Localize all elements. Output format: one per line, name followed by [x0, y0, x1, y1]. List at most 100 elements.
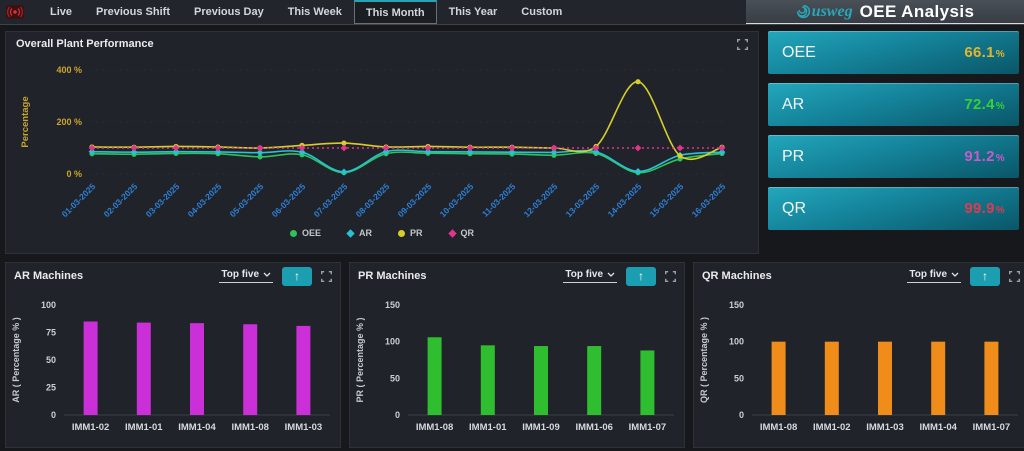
qr-machines-bar-chart: 0 50 100 150 QR ( Percentage % ) IMM1-08 IMM1-… — [699, 300, 1018, 433]
svg-text:100: 100 — [385, 337, 400, 347]
time-range-tabs: Live Previous Shift Previous Day This We… — [38, 0, 574, 24]
svg-text:06-03-2025: 06-03-2025 — [270, 181, 308, 219]
kpi-value: 66.1% — [964, 44, 1005, 61]
top-five-select[interactable]: Top five — [219, 269, 273, 283]
chart-legend: OEE AR PR QR — [6, 228, 758, 238]
qr-machines-panel: QR Machines Top five ↑ 0 50 100 150 QR ( Per… — [693, 262, 1024, 448]
expand-icon[interactable] — [737, 38, 748, 50]
svg-text:PR ( Percentage % ): PR ( Percentage % ) — [355, 317, 365, 402]
svg-text:02-03-2025: 02-03-2025 — [102, 181, 140, 219]
svg-text:IMM1-01: IMM1-01 — [469, 422, 507, 433]
ar-machines-panel: AR Machines Top five ↑ 0 25 50 75 100 AR ( Pe… — [5, 262, 341, 448]
svg-text:25: 25 — [46, 383, 56, 393]
kpi-card-pr: PR 91.2% — [768, 135, 1019, 178]
ar-panel-header: AR Machines Top five ↑ — [6, 263, 340, 289]
svg-text:15-03-2025: 15-03-2025 — [648, 181, 686, 219]
svg-text:75: 75 — [46, 328, 56, 338]
svg-text:09-03-2025: 09-03-2025 — [396, 181, 434, 219]
legend-marker — [289, 229, 297, 237]
kpi-value: 72.4% — [964, 96, 1005, 113]
svg-text:Percentage: Percentage — [20, 96, 31, 147]
ar-machines-bar-chart: 0 25 50 75 100 AR ( Percentage % ) IMM1-02 IMM1… — [11, 300, 330, 433]
svg-text:200 %: 200 % — [56, 117, 82, 127]
svg-text:01-03-2025: 01-03-2025 — [60, 181, 98, 219]
pr-panel-header: PR Machines Top five ↑ — [350, 263, 684, 289]
legend-marker — [346, 228, 355, 238]
expand-icon[interactable] — [665, 270, 676, 282]
sort-ascending-button[interactable]: ↑ — [282, 266, 312, 286]
chevron-down-icon — [951, 272, 959, 277]
svg-text:IMM1-08: IMM1-08 — [760, 422, 797, 433]
top-five-select[interactable]: Top five — [907, 269, 961, 283]
svg-text:QR ( Percentage % ): QR ( Percentage % ) — [699, 317, 709, 403]
legend-marker — [447, 228, 457, 238]
svg-text:0: 0 — [395, 410, 400, 420]
performance-line-chart: 0 % 200 % 400 % Percentage 01-03-2025 02-03-2… — [20, 65, 728, 219]
tab-this-month[interactable]: This Month — [353, 0, 437, 24]
pr-machines-panel: PR Machines Top five ↑ 0 50 100 150 PR ( Per… — [349, 262, 685, 448]
kpi-card-oee: OEE 66.1% — [768, 31, 1019, 74]
tab-live[interactable]: Live — [50, 6, 73, 18]
svg-text:100: 100 — [41, 300, 56, 310]
top-five-select[interactable]: Top five — [563, 269, 617, 283]
kpi-card-qr: QR 99.9% — [768, 187, 1019, 230]
panel-title: AR Machines — [14, 270, 84, 282]
svg-text:IMM1-07: IMM1-07 — [629, 422, 666, 433]
kpi-card-ar: AR 72.4% — [768, 83, 1019, 126]
sort-ascending-button[interactable]: ↑ — [970, 266, 1000, 286]
brand-area: usweg OEE Analysis — [746, 0, 1024, 24]
svg-text:IMM1-07: IMM1-07 — [973, 422, 1010, 433]
kpi-column: OEE 66.1% AR 72.4% PR 91.2% QR 99.9% — [768, 31, 1019, 230]
svg-text:0 %: 0 % — [66, 169, 82, 179]
svg-text:04-03-2025: 04-03-2025 — [186, 181, 224, 219]
svg-text:50: 50 — [734, 373, 744, 383]
svg-text:12-03-2025: 12-03-2025 — [522, 181, 560, 219]
legend-item[interactable]: AR — [346, 228, 372, 238]
tab-custom[interactable]: Custom — [521, 6, 563, 18]
svg-text:IMM1-04: IMM1-04 — [178, 422, 216, 433]
expand-icon[interactable] — [321, 270, 332, 282]
kpi-value: 99.9% — [964, 200, 1005, 217]
qr-panel-header: QR Machines Top five ↑ — [694, 263, 1024, 289]
svg-text:IMM1-03: IMM1-03 — [866, 422, 903, 433]
kpi-label: OEE — [782, 43, 816, 61]
sort-ascending-button[interactable]: ↑ — [626, 266, 656, 286]
machine-panels-row: AR Machines Top five ↑ 0 25 50 75 100 AR ( Pe… — [5, 262, 1024, 448]
overall-plant-performance-panel: Overall Plant Performance 0 % 200 % 400 % P… — [5, 31, 759, 254]
kpi-label: AR — [782, 95, 805, 113]
legend-item[interactable]: PR — [398, 228, 423, 238]
svg-text:IMM1-03: IMM1-03 — [285, 422, 322, 433]
tab-this-year[interactable]: This Year — [448, 6, 498, 18]
tab-previous-day[interactable]: Previous Day — [193, 6, 264, 18]
pr-machines-bar-chart: 0 50 100 150 PR ( Percentage % ) IMM1-08 IMM1-… — [355, 300, 674, 433]
kpi-value: 91.2% — [964, 148, 1005, 165]
chevron-down-icon — [607, 272, 615, 277]
svg-text:100: 100 — [729, 337, 744, 347]
live-broadcast-icon — [6, 0, 24, 24]
svg-text:IMM1-08: IMM1-08 — [416, 422, 453, 433]
svg-text:0: 0 — [739, 410, 744, 420]
svg-text:11-03-2025: 11-03-2025 — [480, 181, 518, 219]
panel-title: QR Machines — [702, 270, 772, 282]
svg-text:50: 50 — [390, 373, 400, 383]
svg-text:16-03-2025: 16-03-2025 — [690, 181, 728, 219]
svg-text:10-03-2025: 10-03-2025 — [438, 181, 476, 219]
panel-title: Overall Plant Performance — [16, 38, 154, 50]
svg-text:0: 0 — [51, 410, 56, 420]
svg-text:IMM1-02: IMM1-02 — [72, 422, 109, 433]
svg-text:08-03-2025: 08-03-2025 — [354, 181, 392, 219]
svg-text:150: 150 — [729, 300, 744, 310]
performance-panel-header: Overall Plant Performance — [6, 32, 758, 56]
tab-this-week[interactable]: This Week — [287, 6, 342, 18]
svg-text:14-03-2025: 14-03-2025 — [606, 181, 644, 219]
svg-text:13-03-2025: 13-03-2025 — [564, 181, 602, 219]
svg-text:400 %: 400 % — [56, 65, 82, 75]
legend-item[interactable]: QR — [447, 228, 474, 238]
chevron-down-icon — [263, 272, 271, 277]
legend-item[interactable]: OEE — [289, 228, 321, 238]
svg-text:AR ( Percentage % ): AR ( Percentage % ) — [11, 317, 21, 403]
app-title: OEE Analysis — [859, 1, 975, 21]
expand-icon[interactable] — [1009, 270, 1020, 282]
tab-previous-shift[interactable]: Previous Shift — [96, 6, 170, 18]
